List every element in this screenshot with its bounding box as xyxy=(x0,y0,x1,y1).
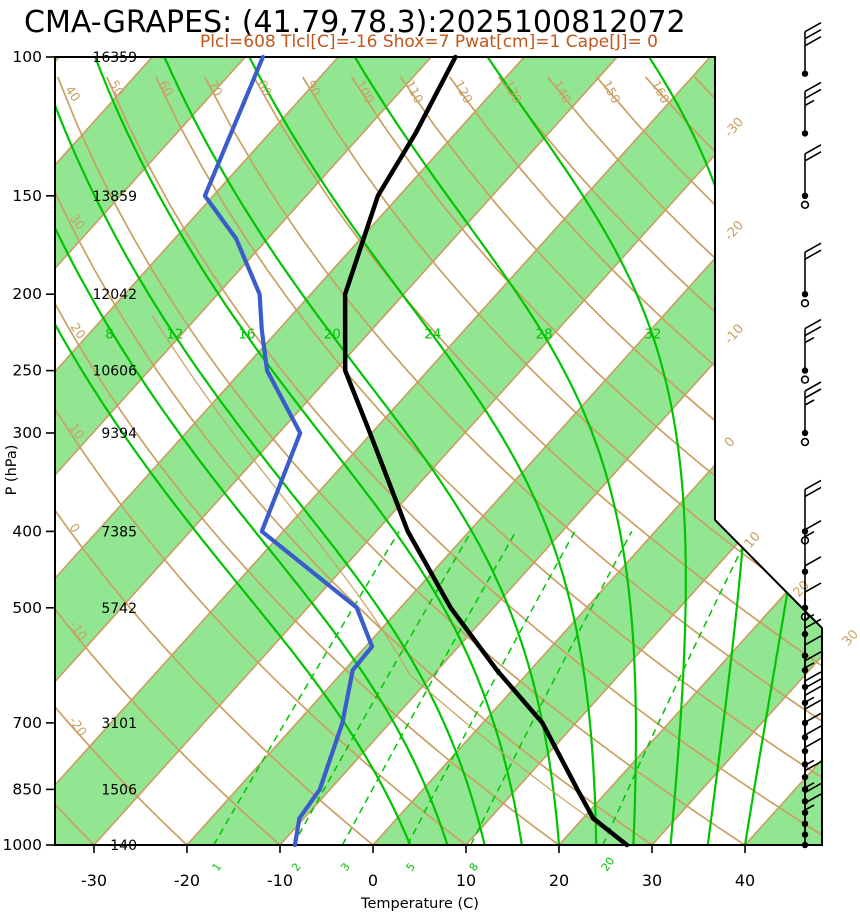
pressure-tick-label: 200 xyxy=(12,285,42,303)
svg-text:3: 3 xyxy=(338,861,353,874)
mixing-ratio-lines xyxy=(213,531,751,845)
svg-text:90: 90 xyxy=(304,78,325,99)
svg-text:32: 32 xyxy=(644,327,661,343)
svg-text:16: 16 xyxy=(238,327,255,343)
svg-text:1: 1 xyxy=(210,861,225,874)
svg-text:110: 110 xyxy=(402,78,426,106)
svg-text:40: 40 xyxy=(62,83,83,105)
moist-adiabat-labels: 8 12 16 20 24 28 32 xyxy=(105,327,661,343)
temp-tick-label: 0 xyxy=(368,871,378,890)
temperature-curve xyxy=(342,54,630,848)
height-label: 3101 xyxy=(101,716,137,732)
skewt-graphics: 50 60 70 80 90 100 110 120 130 140 150 160403020100… xyxy=(3,22,860,890)
wind-barbs xyxy=(800,22,822,849)
temp-tick-label: 20 xyxy=(549,871,569,890)
svg-text:20: 20 xyxy=(68,320,89,342)
isotherm-bands xyxy=(55,57,822,845)
pressure-tick-label: 250 xyxy=(12,362,42,380)
svg-text:20: 20 xyxy=(324,327,341,343)
svg-text:-20: -20 xyxy=(722,218,747,244)
svg-text:5: 5 xyxy=(403,861,418,874)
svg-text:10: 10 xyxy=(742,529,764,551)
open-circle-marker xyxy=(800,437,810,447)
svg-text:-20: -20 xyxy=(66,714,90,739)
temp-tick-label: -10 xyxy=(267,871,293,890)
pressure-tick-label: 850 xyxy=(12,780,42,798)
pressure-tick-label: 500 xyxy=(12,599,42,617)
temp-tick-label: -30 xyxy=(81,871,107,890)
pressure-tick-label: 700 xyxy=(12,714,42,732)
svg-text:30: 30 xyxy=(67,211,88,233)
svg-text:120: 120 xyxy=(451,78,475,106)
pressure-tick-label: 400 xyxy=(12,522,42,540)
svg-text:150: 150 xyxy=(599,78,623,106)
svg-text:10: 10 xyxy=(66,420,87,442)
open-circle-marker xyxy=(800,375,810,384)
open-circle-marker xyxy=(800,200,810,210)
svg-text:0: 0 xyxy=(67,520,84,535)
parcel-path xyxy=(151,315,628,845)
open-circle-marker xyxy=(800,299,810,308)
svg-text:80: 80 xyxy=(255,78,276,99)
svg-text:-30: -30 xyxy=(722,115,747,141)
x-axis-label: Temperature (C) xyxy=(360,896,479,912)
dewpoint-curve xyxy=(202,54,375,848)
temp-tick-label: 40 xyxy=(735,871,755,890)
temp-tick-label: -20 xyxy=(174,871,200,890)
height-label: 13859 xyxy=(92,189,137,205)
chart-title: CMA-GRAPES: (41.79,78.3):2025100812072 xyxy=(24,5,686,40)
height-label: 1506 xyxy=(101,782,137,798)
pressure-tick-label: 300 xyxy=(12,424,42,442)
pressure-tick-label: 100 xyxy=(12,48,42,66)
svg-text:28: 28 xyxy=(536,327,553,343)
y-axis-label: P (hPa) xyxy=(4,445,20,496)
svg-text:50: 50 xyxy=(107,78,128,99)
height-label: 140 xyxy=(110,838,137,854)
svg-text:-10: -10 xyxy=(722,322,747,348)
svg-text:60: 60 xyxy=(156,78,177,99)
svg-text:0: 0 xyxy=(722,434,739,450)
svg-text:20: 20 xyxy=(599,855,618,874)
height-label: 7385 xyxy=(101,524,137,540)
svg-text:30: 30 xyxy=(840,627,860,649)
svg-text:24: 24 xyxy=(424,327,441,343)
params-line: Plcl=608 Tlcl[C]=-16 Shox=7 Pwat[cm]=1 C… xyxy=(200,32,658,52)
svg-text:12: 12 xyxy=(166,327,183,343)
height-label: 5742 xyxy=(101,601,137,617)
height-label: 9394 xyxy=(101,426,137,442)
pressure-tick-label: 150 xyxy=(12,187,42,205)
height-label: 16359 xyxy=(92,50,137,66)
height-label: 12042 xyxy=(92,287,137,303)
moist-adiabats xyxy=(55,57,822,845)
pressure-tick-label: 1000 xyxy=(3,836,42,854)
svg-text:8: 8 xyxy=(105,327,114,343)
temp-axis: -30 -20 -10 0 10 20 30 40 xyxy=(81,845,755,890)
temp-tick-label: 10 xyxy=(456,871,476,890)
svg-text:70: 70 xyxy=(205,78,226,99)
height-label: 10606 xyxy=(92,364,137,380)
temp-tick-label: 30 xyxy=(642,871,662,890)
